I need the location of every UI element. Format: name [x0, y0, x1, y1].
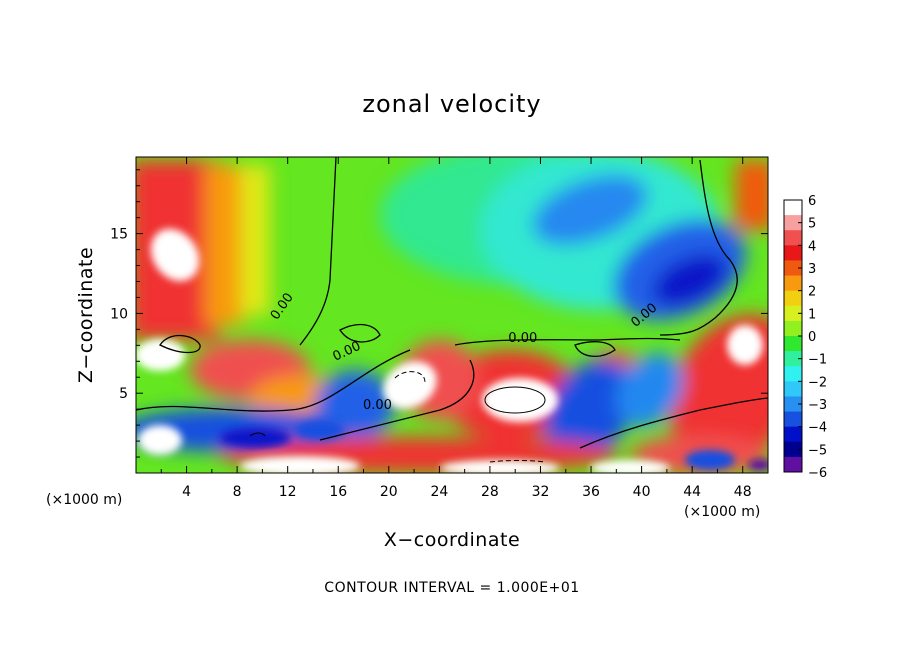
- x-tick-label: 44: [683, 484, 701, 500]
- colorbar-label: −1: [808, 353, 827, 368]
- colorbar-swatch: [784, 411, 802, 428]
- colorbar-label: −6: [808, 466, 827, 481]
- colorbar-swatch: [784, 275, 802, 292]
- colorbar-swatch: [784, 396, 802, 413]
- colorbar-swatch: [784, 441, 802, 458]
- y-tick-label: 5: [119, 386, 128, 402]
- colorbar-swatch: [784, 215, 802, 231]
- colorbar-label: −3: [808, 398, 827, 413]
- colorbar-swatch: [784, 426, 802, 443]
- x-tick-label: 8: [233, 484, 242, 500]
- y-tick-label: 15: [110, 227, 128, 243]
- colorbar-label: 5: [808, 217, 816, 232]
- colorbar-swatch: [784, 290, 802, 307]
- colorbar-label: 4: [808, 239, 816, 254]
- contour-label: 0.00: [508, 331, 537, 346]
- colorbar-swatch: [784, 320, 802, 337]
- x-tick-label: 48: [734, 484, 752, 500]
- colorbar: 6 5 4 3 2 1 0 −1 −2 −3 −4 −5 −6: [783, 194, 827, 481]
- colorbar-swatch: [784, 366, 802, 382]
- chart-title: zonal velocity: [362, 90, 541, 118]
- colorbar-label: 0: [808, 330, 816, 345]
- colorbar-swatch: [784, 351, 802, 367]
- plot-frame: [135, 156, 769, 474]
- colorbar-swatch: [784, 305, 802, 322]
- colorbar-label: 2: [808, 285, 816, 300]
- y-unit-label: (×1000 m): [46, 492, 122, 508]
- x-axis-title: X−coordinate: [384, 529, 520, 551]
- colorbar-label: −5: [808, 443, 827, 458]
- colorbar-label: 1: [808, 307, 816, 322]
- colorbar-swatch: [784, 245, 802, 261]
- x-tick-label: 24: [430, 484, 448, 500]
- colorbar-swatch: [784, 230, 802, 246]
- colorbar-label: −4: [808, 421, 827, 436]
- x-tick-label: 20: [380, 484, 398, 500]
- y-axis-title: Z−coordinate: [75, 247, 97, 383]
- colorbar-swatch: [784, 381, 802, 397]
- x-tick-label: 28: [481, 484, 499, 500]
- colorbar-label: 6: [808, 194, 816, 209]
- y-axis: 5 10 15: [110, 169, 768, 458]
- plot-field: 0.000.000.000.000.00: [136, 157, 768, 473]
- colorbar-swatch: [784, 336, 802, 352]
- x-tick-label: 16: [329, 484, 347, 500]
- contour-label: 0.00: [363, 398, 392, 413]
- colorbar-label: 3: [808, 262, 816, 277]
- x-tick-label: 40: [633, 484, 651, 500]
- x-axis: 4 8 12 16 20 24 28 32 36 40 44 48: [160, 157, 752, 500]
- x-unit-label: (×1000 m): [684, 504, 760, 520]
- x-tick-label: 36: [582, 484, 600, 500]
- x-tick-label: 32: [532, 484, 550, 500]
- colorbar-swatch: [784, 260, 802, 277]
- colorbar-swatch: [784, 200, 802, 216]
- colorbar-swatch: [784, 456, 802, 473]
- contour-interval-footer: CONTOUR INTERVAL = 1.000E+01: [324, 580, 579, 596]
- x-tick-label: 12: [279, 484, 297, 500]
- colorbar-label: −2: [808, 375, 827, 390]
- y-tick-label: 10: [110, 306, 128, 322]
- x-tick-label: 4: [182, 484, 191, 500]
